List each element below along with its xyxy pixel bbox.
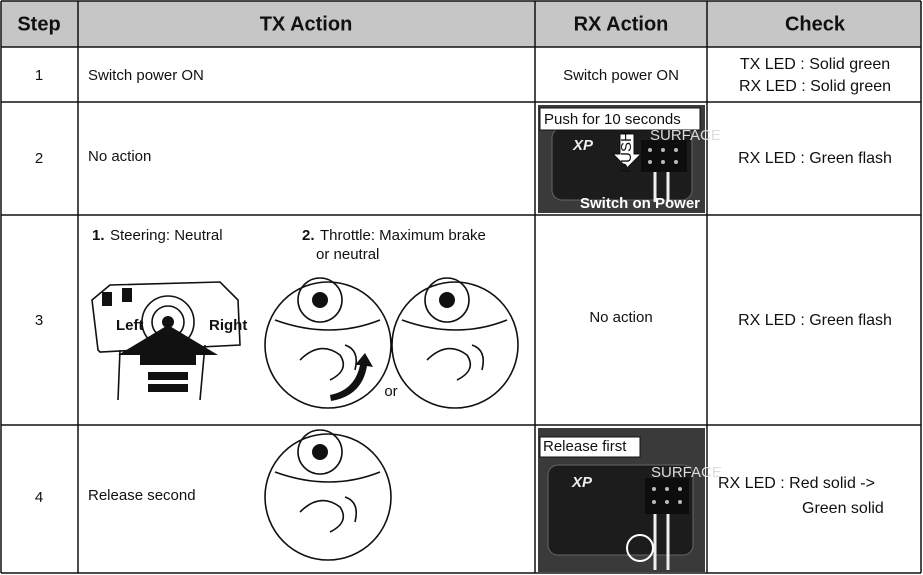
check: RX LED : Green flash xyxy=(738,312,892,329)
header-cell: RX Action xyxy=(574,13,669,35)
instruction-number: 2. xyxy=(302,227,315,244)
photo-caption: Release first xyxy=(543,438,627,455)
instruction: or neutral xyxy=(316,246,379,263)
rx-action: No action xyxy=(589,309,652,326)
photo-caption: Push for 10 seconds xyxy=(544,111,681,128)
tx-action: No action xyxy=(88,148,151,165)
step-number: 4 xyxy=(35,489,43,506)
check: Green solid xyxy=(802,500,884,517)
or-label: or xyxy=(384,383,397,400)
photo-panel: SURFACE xyxy=(650,127,721,144)
check: RX LED : Green flash xyxy=(738,150,892,167)
step-number: 1 xyxy=(35,67,43,84)
check: RX LED : Red solid -> xyxy=(718,475,875,492)
step-number: 3 xyxy=(35,312,43,329)
receiver-photo: Push for 10 seconds XP SURFACE PUSH Swit… xyxy=(538,105,721,213)
rx-action: Switch power ON xyxy=(563,67,679,84)
photo-brand: XP xyxy=(572,137,594,154)
receiver-photo: Release first XP SURFACE xyxy=(538,428,722,572)
header-cell: Step xyxy=(17,13,60,35)
photo-footer: Switch on Power xyxy=(580,195,700,212)
step-number: 2 xyxy=(35,150,43,167)
check: TX LED : Solid green xyxy=(740,56,890,73)
push-label: PUSH xyxy=(618,131,635,173)
photo-brand: XP xyxy=(571,474,593,491)
header-bg xyxy=(1,1,921,47)
instruction: Steering: Neutral xyxy=(110,227,223,244)
photo-panel: SURFACE xyxy=(651,464,722,481)
tx-action: Switch power ON xyxy=(88,67,204,84)
tx-action: Release second xyxy=(88,487,196,504)
instruction: Throttle: Maximum brake xyxy=(320,227,486,244)
transmitter-drawing: Left Right xyxy=(91,281,247,401)
header-cell: TX Action xyxy=(260,13,353,35)
instruction-number: 1. xyxy=(92,227,105,244)
check: RX LED : Solid green xyxy=(739,78,891,95)
left-label: Left xyxy=(116,317,144,334)
header-cell: Check xyxy=(785,13,846,35)
right-label: Right xyxy=(209,317,247,334)
throttle-drawings: or xyxy=(264,277,519,409)
throttle-drawing xyxy=(264,429,392,561)
